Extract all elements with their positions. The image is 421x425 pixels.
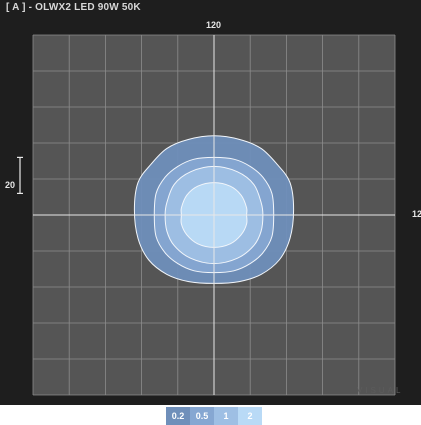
scale-bar-label: 20: [5, 180, 16, 190]
isoline-chart: [17, 34, 396, 396]
axes: [17, 35, 395, 395]
chart-title: [ A ] - OLWX2 LED 90W 50K: [6, 2, 141, 13]
legend: 0.2 0.5 1 2: [166, 407, 262, 425]
chart-frame: [ A ] - OLWX2 LED 90W 50K 120 12 20 VISU…: [0, 0, 421, 405]
watermark-text: VISUAL: [357, 386, 404, 395]
right-tick-label: 12: [412, 209, 421, 219]
legend-item-0-2: 0.2: [166, 407, 190, 425]
legend-item-0-5: 0.5: [190, 407, 214, 425]
legend-item-1: 1: [214, 407, 238, 425]
top-tick-label: 120: [206, 20, 222, 30]
legend-item-2: 2: [238, 407, 262, 425]
